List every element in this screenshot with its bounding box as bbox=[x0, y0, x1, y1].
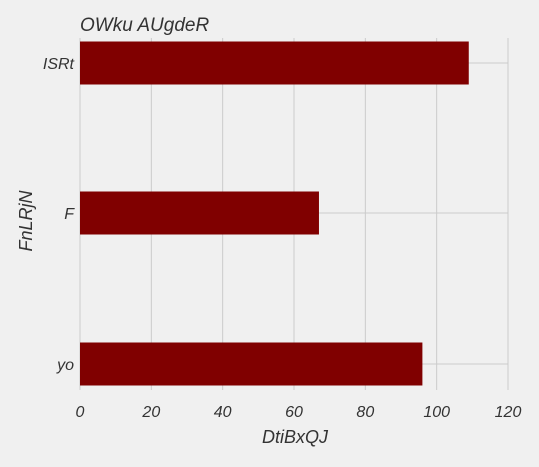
bar-F bbox=[80, 191, 319, 235]
tick-labels: 0 20 40 60 80 100 120 ISRt Fyo bbox=[43, 56, 522, 421]
y-tick-label: F bbox=[64, 206, 75, 223]
x-tick-label: 20 bbox=[141, 404, 160, 421]
y-tick-label: ISRt bbox=[43, 56, 75, 73]
x-axis-label: DtiBxQJ bbox=[262, 427, 329, 447]
x-tick-label: 100 bbox=[423, 404, 450, 421]
bar-ISRt bbox=[80, 41, 469, 85]
x-tick-label: 40 bbox=[214, 404, 232, 421]
x-tick-label: 0 bbox=[76, 404, 85, 421]
y-axis-label: FnLRjN bbox=[16, 189, 36, 251]
x-tick-label: 120 bbox=[495, 404, 522, 421]
chart-title: OWku AUgdeR bbox=[80, 15, 209, 36]
y-tick-label: yo bbox=[56, 357, 74, 374]
x-tick-label: 80 bbox=[356, 404, 374, 421]
bar-yo bbox=[80, 342, 423, 386]
bars bbox=[80, 41, 469, 386]
x-tick-label: 60 bbox=[285, 404, 303, 421]
